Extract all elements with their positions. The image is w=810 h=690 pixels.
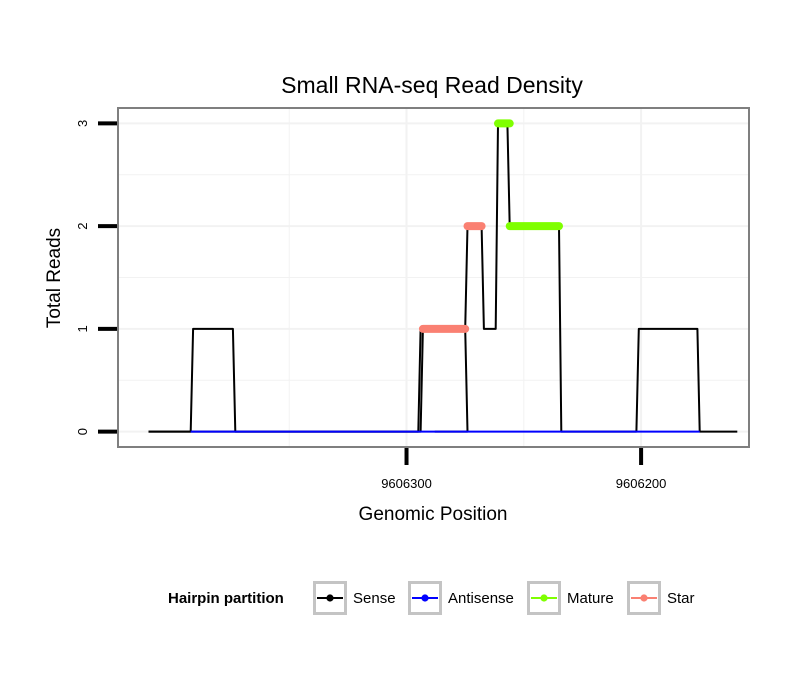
x-tick-label: 9606200 (616, 476, 667, 491)
legend-item-sense: Sense (313, 581, 396, 615)
plot-frame (117, 107, 750, 448)
plot-panel (117, 107, 750, 448)
y-axis-title: Total Reads (44, 228, 65, 328)
legend-title: Hairpin partition (168, 590, 284, 607)
y-tick-label: 1 (75, 325, 90, 332)
legend-item-star: Star (627, 581, 695, 615)
y-tick-label: 2 (75, 223, 90, 230)
legend-key-point (421, 594, 429, 602)
legend-label: Star (667, 590, 695, 607)
y-axis: 0 1 2 3 (75, 120, 117, 435)
legend-item-mature: Mature (527, 581, 614, 615)
series-layer (148, 119, 738, 433)
chart-title: Small RNA-seq Read Density (281, 72, 583, 98)
legend: Hairpin partition Sense Antisense Mature St… (168, 581, 695, 615)
x-axis-title: Genomic Position (359, 504, 508, 525)
legend-key-point (640, 594, 648, 602)
legend-label: Antisense (448, 590, 514, 607)
legend-key-point (540, 594, 548, 602)
legend-key-point (326, 594, 334, 602)
y-tick-label: 0 (75, 428, 90, 435)
y-tick-label: 3 (75, 120, 90, 127)
legend-item-antisense: Antisense (408, 581, 514, 615)
x-tick-label: 9606300 (381, 476, 432, 491)
x-axis: 9606300 9606200 (381, 448, 666, 491)
legend-label: Mature (567, 590, 614, 607)
legend-label: Sense (353, 590, 396, 607)
